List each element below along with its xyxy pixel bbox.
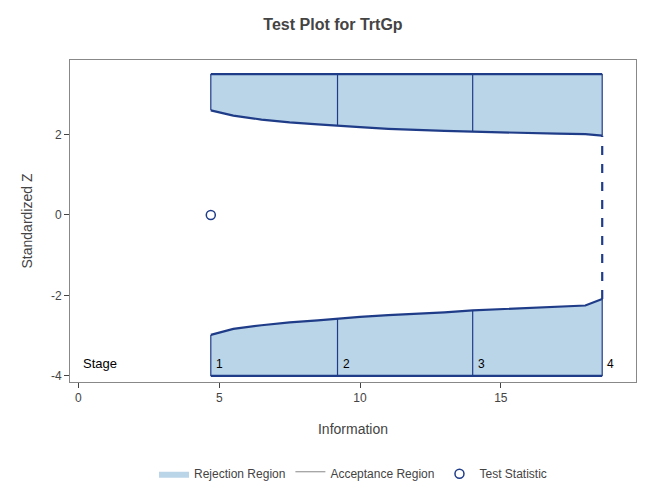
- svg-text:-4: -4: [51, 369, 62, 383]
- svg-text:Rejection Region: Rejection Region: [194, 467, 285, 481]
- svg-text:-2: -2: [51, 289, 62, 303]
- svg-text:3: 3: [478, 357, 485, 371]
- svg-text:Acceptance Region: Acceptance Region: [330, 467, 434, 481]
- svg-text:Test Statistic: Test Statistic: [479, 467, 546, 481]
- svg-text:Information: Information: [318, 421, 388, 437]
- svg-text:0: 0: [55, 208, 62, 222]
- svg-text:15: 15: [494, 391, 508, 405]
- svg-text:Standardized Z: Standardized Z: [19, 173, 35, 268]
- svg-text:2: 2: [343, 357, 350, 371]
- svg-text:0: 0: [75, 391, 82, 405]
- svg-text:5: 5: [216, 391, 223, 405]
- svg-text:Test Plot for TrtGp: Test Plot for TrtGp: [263, 16, 402, 33]
- svg-text:4: 4: [607, 357, 614, 371]
- svg-text:10: 10: [353, 391, 367, 405]
- svg-text:1: 1: [216, 357, 223, 371]
- svg-text:Stage: Stage: [83, 356, 117, 371]
- svg-text:2: 2: [55, 128, 62, 142]
